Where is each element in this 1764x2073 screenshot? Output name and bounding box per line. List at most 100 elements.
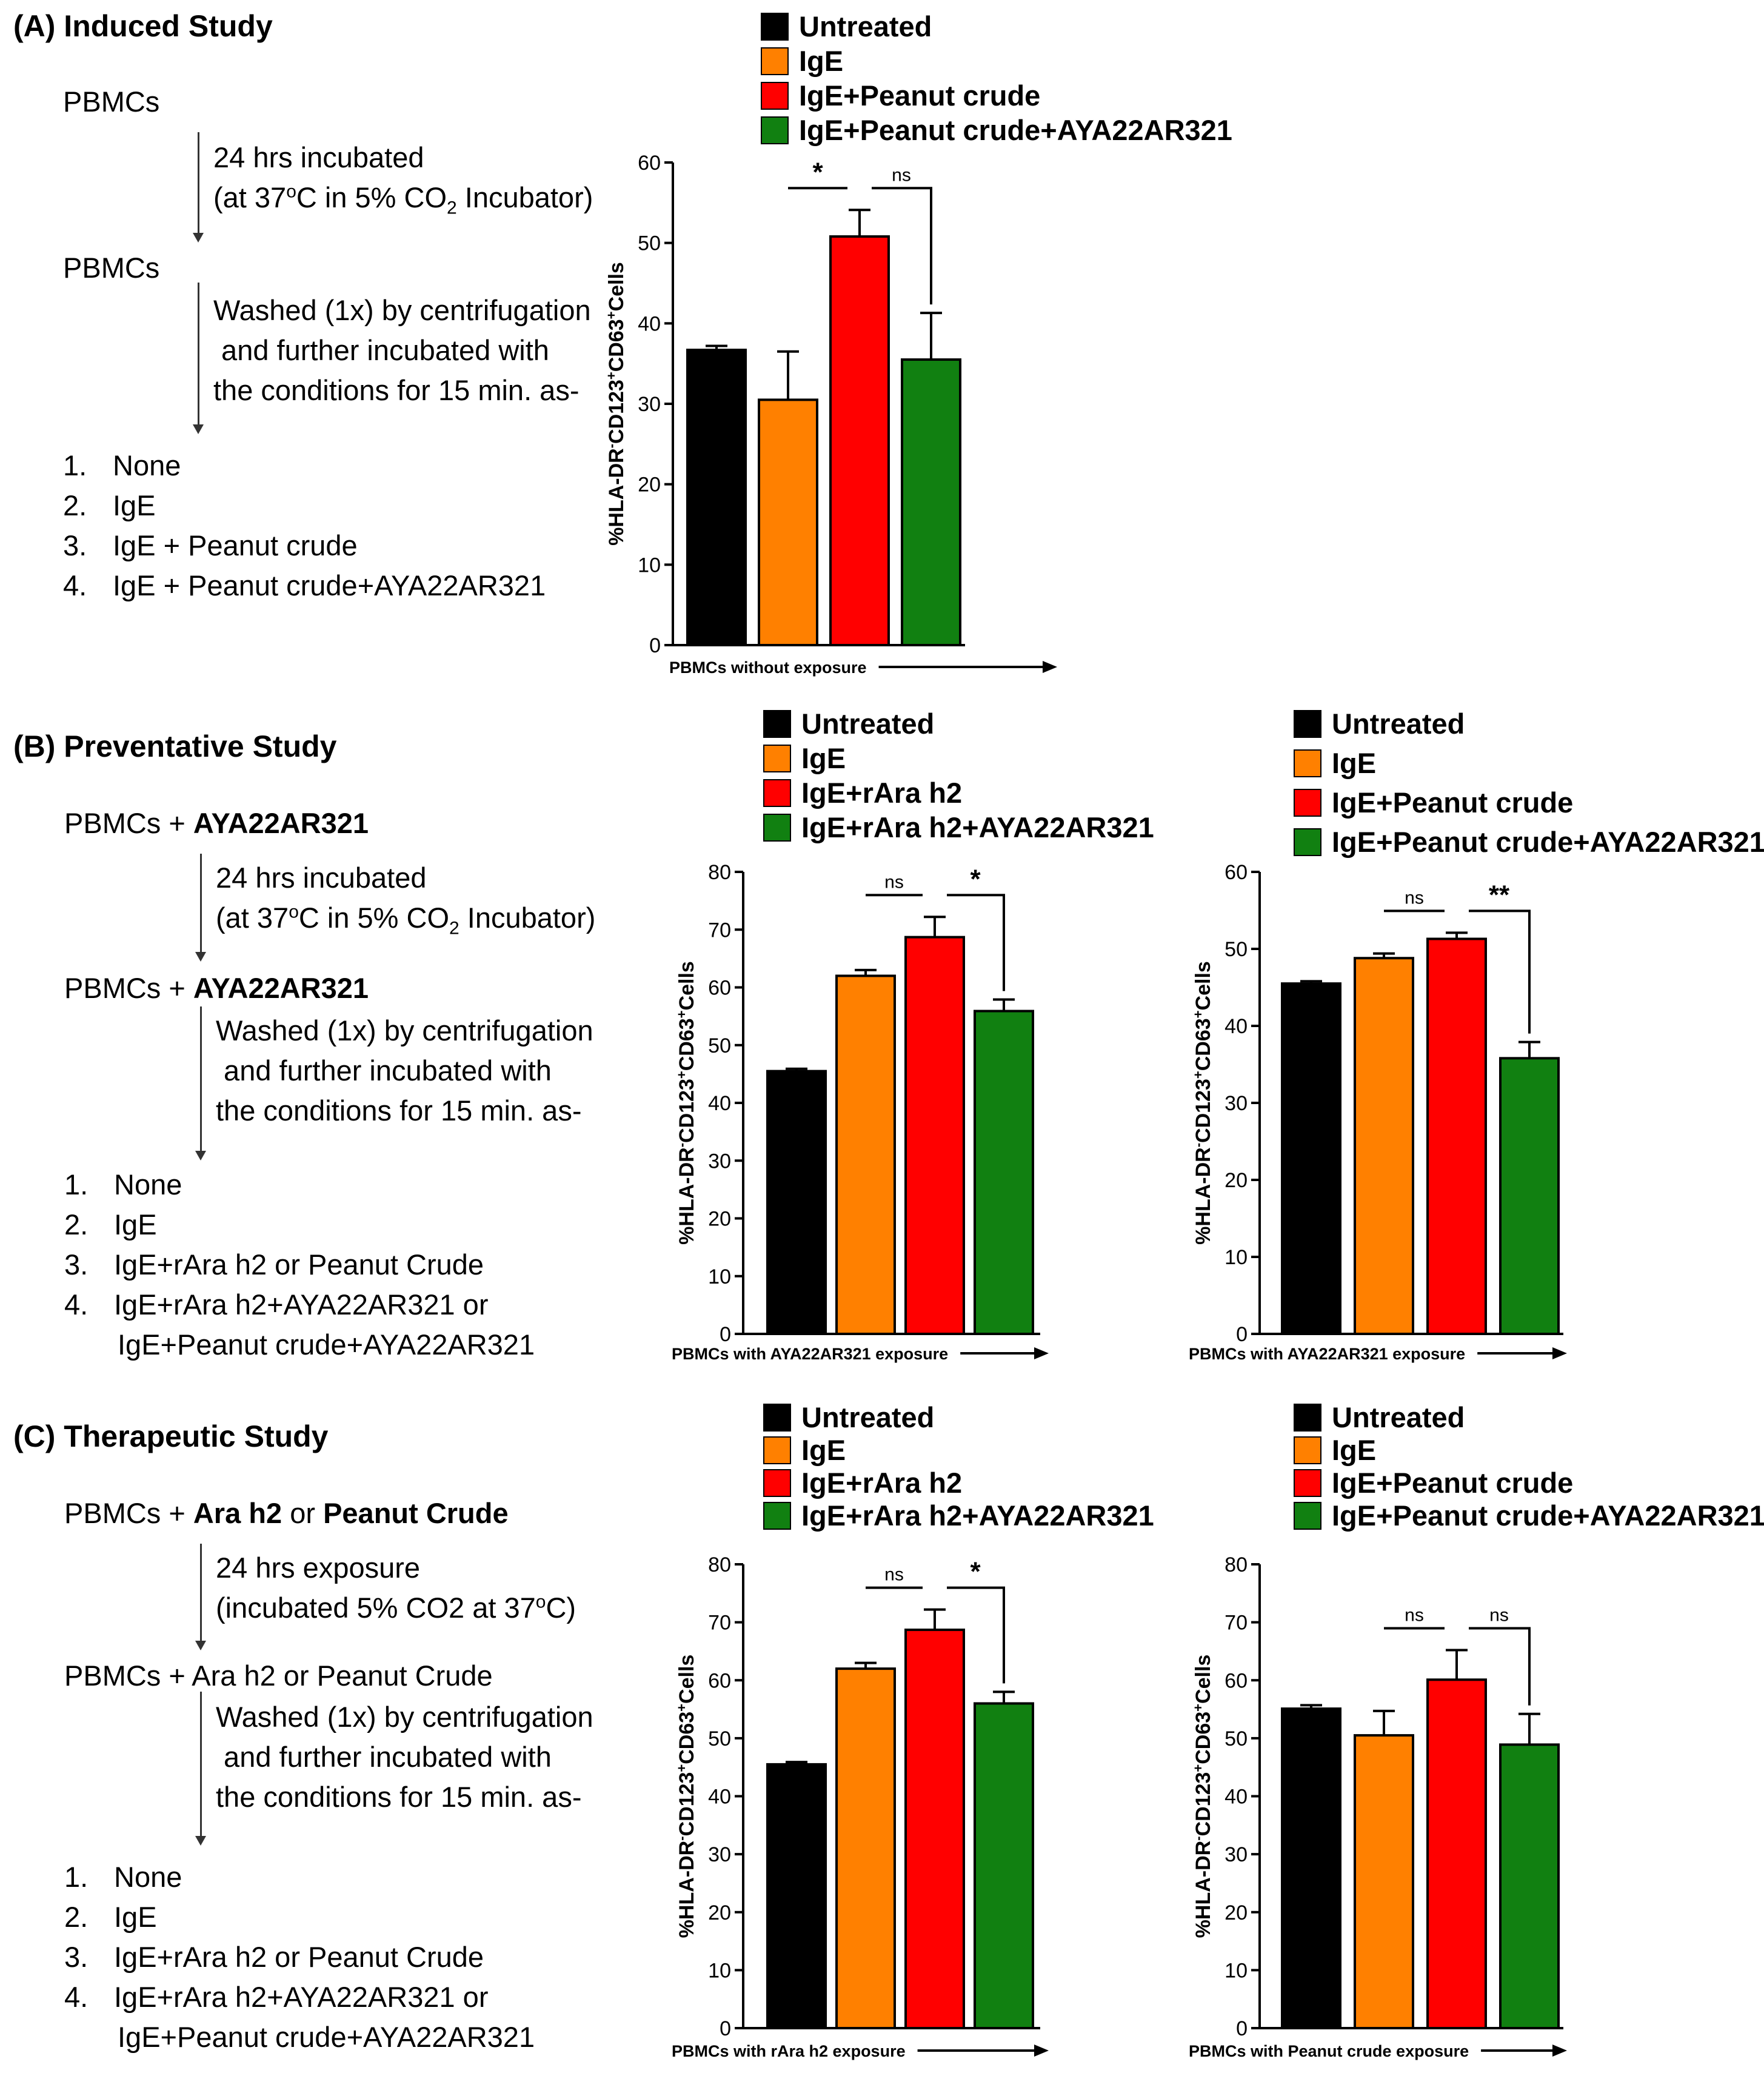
panel-c-list-item: 4. IgE+rAra h2+AYA22AR321 or bbox=[64, 1981, 489, 2013]
significance-label: ** bbox=[1489, 880, 1510, 909]
y-tick-label: 10 bbox=[708, 1959, 731, 1982]
y-axis-label: %HLA-DR-CD123+CD63+Cells bbox=[1191, 1655, 1215, 1938]
significance-bracket bbox=[947, 1586, 1005, 1684]
y-tick-label: 40 bbox=[1224, 1786, 1248, 1809]
panel-c-start: PBMCs + Ara h2 or Peanut Crude bbox=[64, 1497, 509, 1529]
y-tick-label: 60 bbox=[708, 1669, 731, 1692]
bar bbox=[766, 1763, 827, 2029]
bar bbox=[1281, 982, 1341, 1335]
y-tick-label: 0 bbox=[649, 634, 661, 657]
bar bbox=[974, 1010, 1034, 1335]
y-tick-label: 50 bbox=[638, 232, 661, 255]
y-tick-label: 20 bbox=[708, 1208, 731, 1231]
legend-label: IgE bbox=[799, 45, 843, 77]
x-axis-arrow-head bbox=[1552, 1347, 1567, 1359]
bar bbox=[1281, 1707, 1341, 2029]
y-tick-label: 50 bbox=[708, 1034, 731, 1057]
panel-a-step1-line2: (at 37oC in 5% CO2 Incubator) bbox=[213, 181, 593, 218]
legend-swatch bbox=[763, 1469, 791, 1497]
y-tick-label: 10 bbox=[708, 1265, 731, 1288]
panel-b-step2-line3: the conditions for 15 min. as- bbox=[216, 1094, 582, 1127]
panel-b-step2-line1: Washed (1x) by centrifugation bbox=[216, 1014, 593, 1047]
x-axis-arrow-head bbox=[1034, 2045, 1049, 2057]
panel-c-title: (C) Therapeutic Study bbox=[13, 1419, 329, 1453]
y-tick-label: 10 bbox=[638, 554, 661, 577]
panel-a-mid: PBMCs bbox=[63, 252, 160, 284]
bar bbox=[1354, 957, 1414, 1335]
y-tick-label: 10 bbox=[1224, 1959, 1248, 1982]
y-tick-label: 0 bbox=[1236, 1323, 1248, 1346]
bar bbox=[835, 974, 896, 1335]
legend-swatch bbox=[763, 1436, 791, 1464]
y-tick-label: 80 bbox=[708, 1553, 731, 1576]
legend-swatch bbox=[1294, 789, 1321, 817]
significance-label: ns bbox=[1489, 1606, 1509, 1626]
panel-a-arrow-1 bbox=[193, 132, 204, 243]
bar bbox=[686, 349, 747, 646]
panel-b-step1-line2: (at 37oC in 5% CO2 Incubator) bbox=[216, 902, 596, 939]
panel-b-list-item: 1. None bbox=[64, 1168, 182, 1201]
panel-b-mid: PBMCs + AYA22AR321 bbox=[64, 972, 369, 1004]
bar bbox=[835, 1667, 896, 2029]
bar bbox=[901, 358, 961, 646]
legend-swatch bbox=[763, 710, 791, 738]
legend-swatch bbox=[1294, 710, 1321, 738]
y-tick-label: 60 bbox=[1224, 1669, 1248, 1692]
y-tick-label: 80 bbox=[1224, 1553, 1248, 1576]
y-tick-label: 20 bbox=[1224, 1901, 1248, 1924]
panel-c-step1-line2: (incubated 5% CO2 at 37oC) bbox=[216, 1592, 576, 1624]
legend-label: IgE+Peanut crude+AYA22AR321 bbox=[1332, 826, 1764, 858]
legend-label: Untreated bbox=[1332, 708, 1465, 740]
y-tick-label: 40 bbox=[708, 1786, 731, 1809]
panel-b-arrow-1 bbox=[195, 854, 206, 962]
bar bbox=[1499, 1057, 1560, 1336]
y-tick-label: 0 bbox=[720, 2017, 731, 2040]
bar bbox=[1499, 1743, 1560, 2029]
bar bbox=[766, 1070, 827, 1335]
y-tick-label: 30 bbox=[708, 1843, 731, 1866]
legend-swatch bbox=[763, 1404, 791, 1432]
x-axis-arrow-head bbox=[1043, 661, 1057, 673]
panel-c-arrow-1 bbox=[195, 1544, 206, 1650]
legend-swatch bbox=[761, 116, 789, 144]
panel-c-list-item: 2. IgE bbox=[64, 1901, 157, 1933]
y-axis-label: %HLA-DR-CD123+CD63+Cells bbox=[1191, 961, 1215, 1245]
legend-label: IgE+Peanut crude bbox=[799, 79, 1040, 112]
legend-swatch bbox=[1294, 1404, 1321, 1432]
y-axis-label: %HLA-DR-CD123+CD63+Cells bbox=[604, 262, 629, 546]
x-axis-label: PBMCs with rAra h2 exposure bbox=[672, 2042, 906, 2060]
panel-c-step1-line1: 24 hrs exposure bbox=[216, 1552, 421, 1584]
legend-swatch bbox=[763, 745, 791, 772]
y-tick-label: 30 bbox=[1224, 1092, 1248, 1115]
panel-b-list-item: 3. IgE+rAra h2 or Peanut Crude bbox=[64, 1248, 484, 1281]
legend-swatch bbox=[1294, 1502, 1321, 1530]
legend-swatch bbox=[1294, 749, 1321, 777]
bar bbox=[1354, 1734, 1414, 2029]
panel-b-step2-line2: and further incubated with bbox=[216, 1054, 552, 1087]
legend-label: IgE+Peanut crude bbox=[1332, 786, 1573, 819]
y-tick-label: 60 bbox=[1224, 861, 1248, 884]
significance-label: * bbox=[812, 157, 823, 187]
y-tick-label: 70 bbox=[708, 919, 731, 942]
chart-b2: Untreated IgE IgE+Peanut crude IgE+Peanut c… bbox=[1189, 708, 1764, 1363]
y-tick-label: 20 bbox=[708, 1901, 731, 1924]
y-tick-label: 0 bbox=[720, 1323, 731, 1346]
legend-swatch bbox=[763, 1502, 791, 1530]
y-axis-label: %HLA-DR-CD123+CD63+Cells bbox=[674, 961, 699, 1245]
panel-b-start: PBMCs + AYA22AR321 bbox=[64, 807, 369, 839]
legend-label: IgE+Peanut crude+AYA22AR321 bbox=[799, 114, 1232, 146]
panel-c-arrow-2 bbox=[195, 1692, 206, 1846]
legend-label: Untreated bbox=[801, 708, 934, 740]
y-tick-label: 50 bbox=[708, 1727, 731, 1750]
panel-b-list-item-continued: IgE+Peanut crude+AYA22AR321 bbox=[118, 1328, 535, 1361]
x-axis-label: PBMCs with AYA22AR321 exposure bbox=[1189, 1345, 1465, 1363]
y-tick-label: 60 bbox=[708, 977, 731, 1000]
y-tick-label: 50 bbox=[1224, 1727, 1248, 1750]
significance-bracket bbox=[947, 894, 1005, 991]
legend-swatch bbox=[761, 13, 789, 41]
panel-b-title: (B) Preventative Study bbox=[13, 729, 337, 763]
bar bbox=[904, 936, 965, 1335]
y-tick-label: 80 bbox=[708, 861, 731, 884]
